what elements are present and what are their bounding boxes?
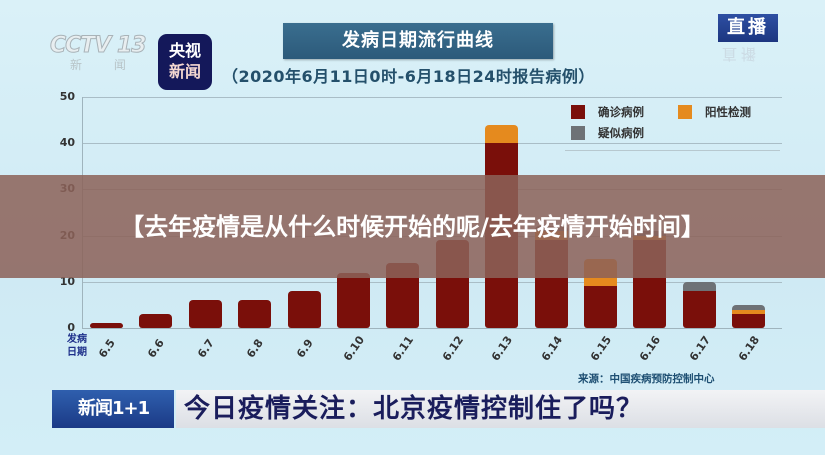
headline-text: 今日疫情关注：北京疫情控制住了吗？ — [184, 394, 644, 424]
x-tick-label: 6.7 — [194, 336, 217, 361]
x-axis-label-line1: 发病 — [67, 334, 87, 345]
cctv-mark: CCTV 13 — [50, 33, 148, 59]
cctv13-logo: CCTV 13 新 闻 — [50, 33, 155, 81]
data-source: 来源：中国疾病预防控制中心 — [578, 373, 715, 385]
legend-swatch-suspected — [571, 126, 585, 140]
x-axis-label: 发病 日期 — [67, 333, 87, 359]
bar-segment — [732, 304, 766, 310]
gridline — [82, 97, 782, 98]
x-tick-label: 6.10 — [340, 333, 368, 364]
gridline — [82, 143, 782, 145]
badge-line-1: 央视 — [168, 41, 201, 60]
caption-overlay: 【去年疫情是从什么时候开始的呢/去年疫情开始时间】 — [0, 175, 825, 278]
bar-6.7 — [188, 300, 222, 328]
headline-banner — [176, 390, 825, 428]
x-axis-label-line2: 日期 — [67, 347, 87, 358]
bar-segment — [682, 281, 716, 292]
x-tick-label: 6.13 — [489, 333, 516, 364]
chart-title: 发病日期流行曲线 — [283, 23, 553, 59]
bar-6.10 — [337, 272, 370, 328]
bar-6.8 — [238, 300, 272, 328]
x-tick-label: 6.18 — [736, 333, 763, 364]
bar-segment — [732, 314, 766, 328]
legend-divider — [565, 150, 780, 151]
live-badge-reflection: 直播 — [722, 45, 761, 63]
y-tick-label: 10 — [59, 274, 75, 288]
bar-segment — [238, 300, 272, 328]
bar-segment — [732, 309, 766, 315]
cctv-news-app-badge: 央视 新闻 — [158, 34, 212, 90]
bar-segment — [485, 124, 519, 144]
y-tick-label: 0 — [67, 321, 75, 334]
x-tick-label: 6.15 — [587, 333, 615, 364]
bar-segment — [139, 314, 173, 328]
bar-segment — [188, 300, 222, 328]
x-tick-label: 6.11 — [390, 333, 417, 364]
legend-item-suspected: 疑似病例 — [571, 125, 644, 141]
x-tick-label: 6.5 — [96, 336, 118, 361]
bar-segment — [90, 323, 123, 328]
x-tick-label: 6.16 — [637, 333, 664, 364]
bar-6.5 — [90, 323, 123, 328]
bar-6.17 — [682, 281, 716, 328]
x-tick-label: 6.6 — [145, 336, 168, 361]
cctv-sub-label: 新 闻 — [70, 58, 140, 72]
legend-swatch-confirmed — [571, 105, 585, 119]
legend-label-suspected: 疑似病例 — [598, 126, 644, 140]
bar-segment — [682, 291, 716, 328]
bar-6.18 — [732, 304, 766, 328]
gridline — [82, 281, 782, 283]
x-tick-label: 6.9 — [293, 336, 316, 361]
bar-segment — [287, 291, 321, 328]
bar-segment — [584, 286, 617, 328]
badge-line-2: 新闻 — [168, 62, 201, 81]
legend-item-positive: 阳性检测 — [678, 104, 751, 120]
bar-6.9 — [287, 291, 321, 328]
bar-6.6 — [139, 314, 173, 328]
chart-legend: 确诊病例 阳性检测 疑似病例 — [565, 98, 780, 150]
legend-item-confirmed: 确诊病例 — [571, 104, 644, 120]
chart-subtitle: （2020年6月11日0时-6月18日24时报告病例） — [222, 67, 595, 86]
caption-text: 【去年疫情是从什么时候开始的呢/去年疫情开始时间】 — [120, 212, 705, 241]
legend-label-positive: 阳性检测 — [705, 105, 751, 119]
y-tick-label: 40 — [59, 136, 75, 150]
bar-segment — [337, 272, 370, 328]
x-axis — [82, 328, 782, 329]
live-badge: 直播 — [718, 14, 778, 42]
x-tick-label: 6.12 — [439, 333, 466, 364]
x-tick-label: 6.8 — [244, 336, 267, 361]
legend-swatch-positive — [678, 105, 692, 119]
legend-label-confirmed: 确诊病例 — [598, 105, 644, 119]
news-1plus1-logo: 新闻1+1 — [52, 390, 174, 428]
x-tick-label: 6.17 — [686, 333, 713, 364]
y-tick-label: 50 — [59, 90, 75, 103]
x-tick-label: 6.14 — [538, 333, 565, 364]
